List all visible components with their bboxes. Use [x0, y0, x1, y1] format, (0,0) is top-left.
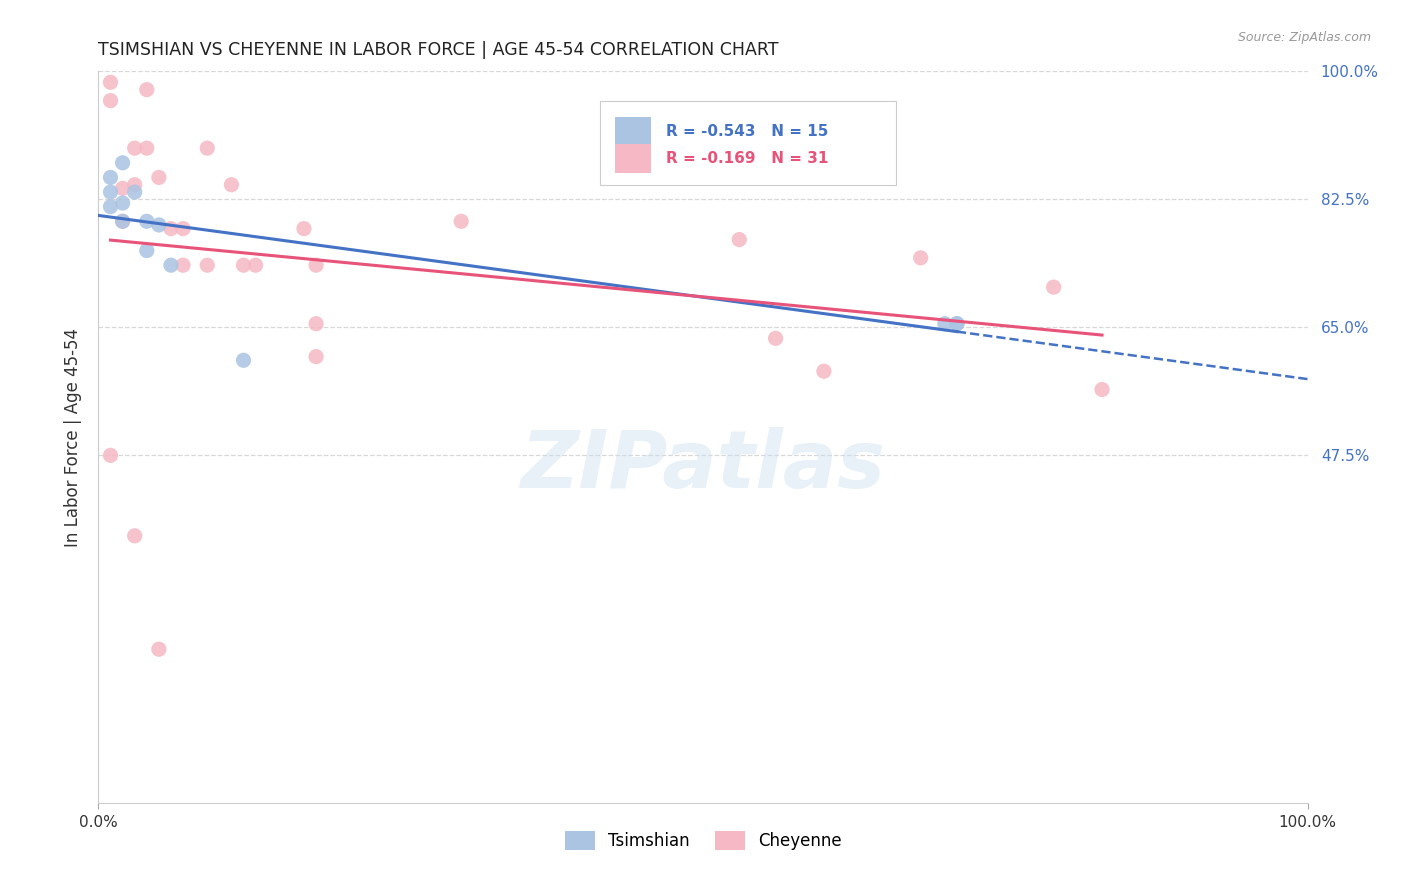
Point: [135, 214, 157, 228]
Point: [111, 214, 134, 228]
Point: [910, 251, 932, 265]
Text: Source: ZipAtlas.com: Source: ZipAtlas.com: [1237, 31, 1371, 45]
Bar: [614, 117, 651, 146]
Point: [292, 221, 315, 235]
Point: [135, 244, 157, 258]
Point: [124, 529, 146, 543]
Point: [111, 196, 134, 211]
Point: [813, 364, 835, 378]
Point: [1091, 383, 1114, 397]
Point: [765, 331, 787, 345]
Point: [111, 181, 134, 195]
Point: [946, 317, 969, 331]
Point: [1042, 280, 1064, 294]
Point: [946, 317, 969, 331]
Y-axis label: In Labor Force | Age 45-54: In Labor Force | Age 45-54: [63, 327, 82, 547]
Point: [195, 258, 218, 272]
Point: [305, 258, 328, 272]
Point: [172, 258, 194, 272]
Point: [148, 170, 170, 185]
Point: [135, 141, 157, 155]
Point: [100, 449, 122, 463]
Point: [160, 258, 183, 272]
Text: R = -0.169   N = 31: R = -0.169 N = 31: [665, 151, 828, 166]
Point: [100, 200, 122, 214]
Point: [195, 141, 218, 155]
Point: [111, 155, 134, 169]
FancyBboxPatch shape: [600, 101, 897, 185]
Text: ZIPatlas: ZIPatlas: [520, 427, 886, 506]
Point: [124, 185, 146, 199]
Text: R = -0.543   N = 15: R = -0.543 N = 15: [665, 124, 828, 139]
Point: [245, 258, 267, 272]
Point: [100, 185, 122, 199]
Point: [934, 317, 956, 331]
Point: [100, 94, 122, 108]
Point: [305, 350, 328, 364]
Point: [450, 214, 472, 228]
Point: [111, 214, 134, 228]
Bar: [614, 144, 651, 173]
Point: [148, 642, 170, 657]
Point: [135, 83, 157, 97]
Point: [100, 170, 122, 185]
Point: [148, 218, 170, 232]
Point: [232, 353, 254, 368]
Point: [100, 75, 122, 89]
Point: [172, 221, 194, 235]
Point: [305, 317, 328, 331]
Point: [728, 233, 751, 247]
Point: [124, 141, 146, 155]
Point: [124, 178, 146, 192]
Point: [232, 258, 254, 272]
Point: [221, 178, 243, 192]
Text: TSIMSHIAN VS CHEYENNE IN LABOR FORCE | AGE 45-54 CORRELATION CHART: TSIMSHIAN VS CHEYENNE IN LABOR FORCE | A…: [98, 41, 779, 59]
Point: [160, 221, 183, 235]
Legend: Tsimshian, Cheyenne: Tsimshian, Cheyenne: [558, 824, 848, 856]
